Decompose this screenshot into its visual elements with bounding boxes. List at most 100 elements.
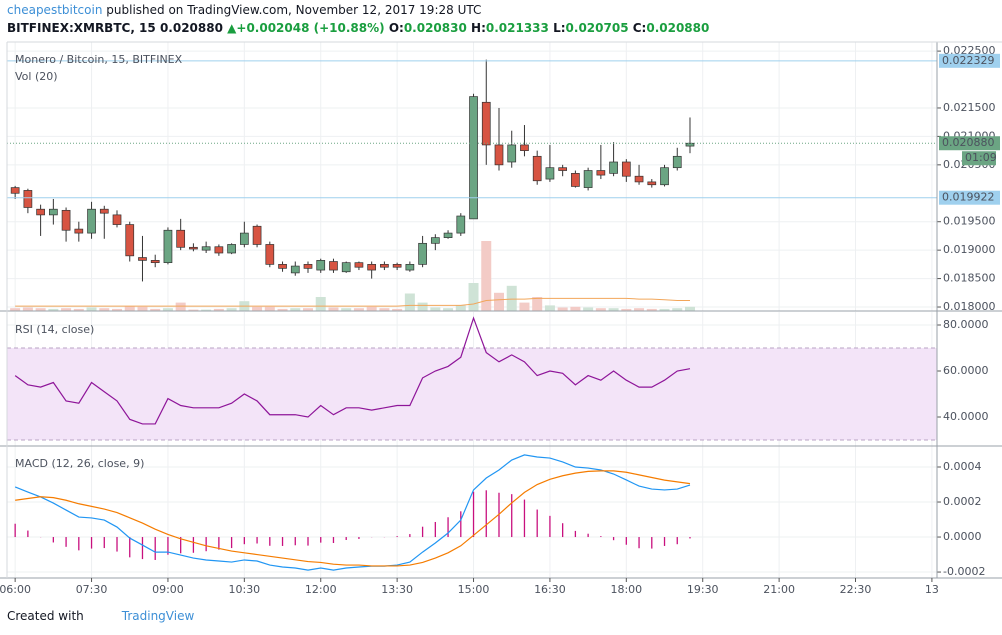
close-value: 0.020880 [646,21,710,35]
symbol: BITFINEX:XMRBTC, 15 [7,21,156,35]
volume-bar [519,302,530,311]
volume-bar [61,308,72,311]
volume-bar [557,307,568,311]
volume-bar [22,307,33,311]
grid [7,42,937,578]
candle-body [634,175,644,183]
x-tick-label: 07:30 [76,583,108,596]
low-value: 0.020705 [565,21,629,35]
y-tick-label: 0.021500 [943,101,996,114]
volume-bar [264,306,275,311]
x-tick-label: 10:30 [228,583,260,596]
last-price: 0.020880 [159,21,223,35]
candle-body [494,144,504,166]
marks [7,59,937,571]
y-tick-label: 0.019500 [943,215,996,228]
volume-bar [201,309,212,311]
volume-bar [684,306,695,311]
y-tick-label: 60.0000 [943,364,989,377]
volume-bar [532,297,543,311]
y-tick-label: 0.018000 [943,300,996,313]
volume-bar [290,308,301,311]
candle-body [354,262,364,268]
candle-body [189,246,198,250]
author[interactable]: cheapestbitcoin [7,3,103,17]
candle-body [647,181,657,186]
candle-body [316,260,326,271]
volume-bar [392,308,403,311]
y-tick-label: -0.0002 [943,565,985,578]
candle-body [265,244,275,265]
price-label: 0.022329 [942,54,995,67]
candle-body [558,167,568,171]
publish-text: published on TradingView.com, November 1… [106,3,482,17]
volume-bar [175,302,186,311]
volume-bar [315,297,326,311]
y-tick-label: 0.0000 [943,530,982,543]
volume-bar [468,283,479,311]
volume-bar [73,308,84,311]
volume-bar [417,302,428,311]
candle-body [278,264,287,269]
volume-bar [150,308,161,311]
candle-body [10,187,20,194]
countdown-box [962,151,996,166]
x-tick-label: 13 [925,583,939,596]
candle-body [507,144,517,163]
volume-bar [35,308,46,311]
volume-bar [328,307,339,311]
volume-bar [570,306,581,311]
candle-body [571,173,580,187]
candle-body [481,101,491,146]
y-tick-label: 80.0000 [943,318,989,331]
candle-body [469,96,478,220]
volume-bar [455,305,466,311]
price-label: 0.020880 [942,136,995,149]
candle-body [227,244,236,254]
volume-bar [277,308,288,311]
candle-body [430,237,440,244]
x-tick-label: 12:00 [305,583,337,596]
volume-ma [15,297,690,307]
volume-bar [672,308,683,311]
volume-bar [162,308,173,311]
candle-body [99,208,109,214]
candle-body [520,144,529,151]
volume-bar [341,308,352,311]
volume-bar [366,306,377,311]
candle-body [367,264,377,271]
line [15,470,691,567]
brand[interactable]: TradingView [121,609,195,623]
x-tick-label: 15:00 [458,583,490,596]
candle-body [329,261,338,271]
candle-body [74,228,84,234]
x-tick-label: 09:00 [152,583,184,596]
candle-body [150,260,160,264]
high-value: 0.021333 [485,21,549,35]
candle-body [596,170,606,176]
volume-bar [621,308,632,311]
volume-bar [353,308,364,311]
volume-bar [112,308,123,311]
created-with: Created with [7,609,84,623]
candle-body [672,155,682,169]
candle-body [163,229,173,264]
x-tick-label: 22:30 [840,583,872,596]
volume-bar [99,308,110,311]
volume-bar [303,308,314,311]
candle-body [392,264,402,268]
candle-body [545,167,555,180]
change-arrow: ▲ [227,21,237,35]
publish-line: cheapestbitcoin published on TradingView… [7,3,481,17]
candle-body [290,265,300,274]
candle-body [176,229,186,248]
candle-body [380,264,389,268]
candle-body [660,167,669,186]
quote-line: BITFINEX:XMRBTC, 15 0.020880 ▲+0.002048 … [7,21,709,35]
candle-body [252,225,262,245]
candle-body [621,161,631,177]
low-label: L: [553,21,566,35]
price-label-box [939,190,1000,205]
